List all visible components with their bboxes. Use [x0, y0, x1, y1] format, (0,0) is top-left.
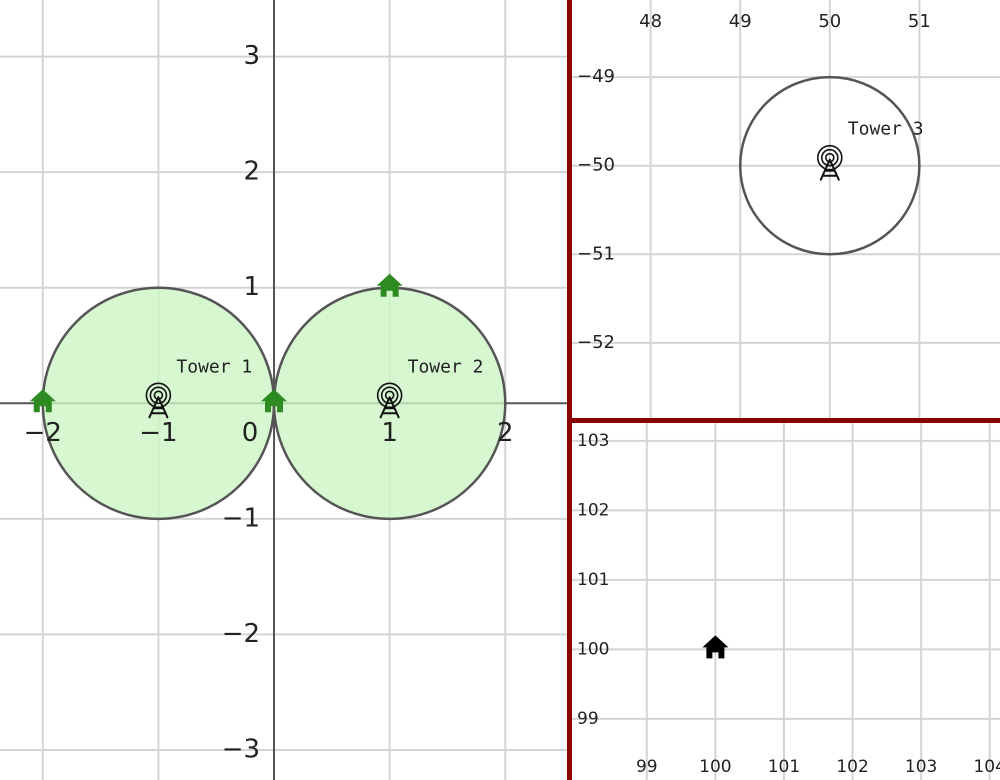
panel: −2 −1 0 1 2 −3 −2 −1 1 2 3 Tower 1 Tower 2: [0, 0, 570, 780]
house: [376, 273, 403, 297]
x-tick-label: 48: [639, 11, 662, 32]
y-tick-label: −1: [222, 503, 260, 533]
x-tick-label: −2: [24, 418, 62, 448]
x-tick-label: −1: [139, 418, 177, 448]
y-tick-label: −3: [222, 734, 260, 764]
house: [702, 635, 729, 659]
y-tick-label: 102: [577, 500, 609, 520]
x-tick-label: 49: [729, 11, 752, 32]
y-tick-label: 2: [243, 157, 260, 187]
x-tick-label: 104: [973, 757, 1000, 777]
tower-icon: [376, 382, 403, 419]
y-tick-label: −50: [577, 155, 615, 176]
tower-icon: [816, 144, 843, 181]
x-tick-label: 0: [242, 418, 259, 448]
house: [261, 389, 288, 413]
tower-label: Tower 3: [848, 119, 924, 140]
divider: [567, 418, 1000, 423]
x-tick-label: 50: [818, 11, 841, 32]
y-tick-label: −52: [577, 332, 615, 353]
tower-icon: [145, 382, 172, 419]
x-tick-label: 103: [905, 757, 937, 777]
x-tick-label: 100: [699, 757, 731, 777]
x-tick-label: 101: [768, 757, 800, 777]
coverage-circle: [738, 75, 921, 256]
house: [29, 389, 56, 413]
x-tick-label: 2: [497, 418, 514, 448]
x-tick-label: 99: [636, 757, 658, 777]
x-tick-label: 51: [908, 11, 931, 32]
y-tick-label: −49: [577, 66, 615, 87]
x-tick-label: 102: [836, 757, 868, 777]
x-tick-label: 1: [381, 418, 398, 448]
panel: 99 100 101 102 103 104 99 100 101 102 103: [570, 420, 1000, 780]
tower-label: Tower 2: [408, 356, 484, 377]
divider: [567, 0, 572, 780]
y-tick-label: 103: [577, 431, 609, 451]
y-tick-label: 100: [577, 639, 609, 659]
y-tick-label: 1: [243, 272, 260, 302]
y-tick-label: 3: [243, 41, 260, 71]
y-tick-label: 101: [577, 570, 609, 590]
y-tick-label: −2: [222, 619, 260, 649]
panel: 48 49 50 51 −52 −51 −50 −49 Tower 3: [570, 0, 1000, 420]
y-tick-label: 99: [577, 709, 599, 729]
tower-label: Tower 1: [176, 356, 252, 377]
y-tick-label: −51: [577, 243, 615, 264]
